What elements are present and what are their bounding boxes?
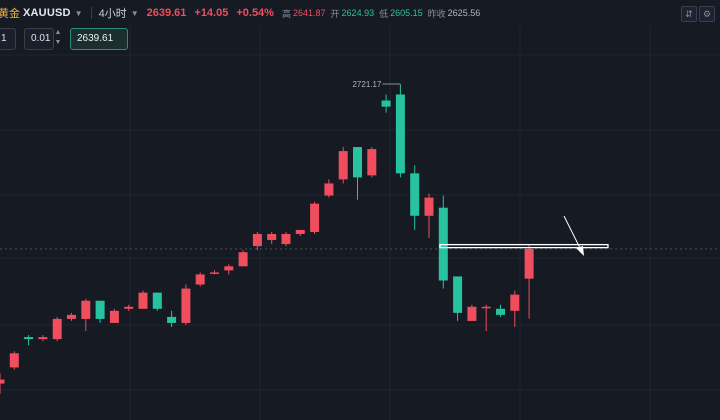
last-price: 2639.61 [146,7,187,19]
candle-down [496,308,505,315]
candle-up [424,197,434,216]
candle-up [67,314,76,319]
interval-selector[interactable]: 4小时 [98,8,127,20]
arrow-drawing[interactable] [563,215,584,256]
candle-up [224,266,234,271]
prev-close-value: 2625.56 [447,8,481,18]
candle-up [210,272,219,274]
candle-down [24,337,34,340]
candle-up [267,233,277,241]
candle-up [310,203,320,232]
prev-close-label: 昨收 [427,8,446,19]
candle-up [281,233,291,245]
arrow-shaft [563,215,583,253]
candle-up [524,248,534,279]
horizontal-line-drawing[interactable] [439,243,609,249]
stepper-arrows-icon[interactable]: ▲ ▼ [54,29,62,46]
candle-up [52,318,62,340]
order-toolbar: 1 0.01 ▲ ▼ 2639.61 [0,28,160,50]
compare-icon[interactable]: ⇵ [681,6,697,22]
candle-up [0,379,5,384]
candle-down [381,100,391,107]
low-label: 低 [379,8,389,19]
step-input[interactable]: 0.01 [24,28,54,50]
open-value: 2624.93 [341,8,375,18]
price-change: +14.05 [194,7,229,19]
price-change-percent: +0.54% [236,7,274,19]
candle-up [324,183,334,196]
candle-up [238,252,248,267]
candle-up [195,274,205,285]
candle-down [395,94,405,174]
candle-up [338,151,348,180]
settings-icon[interactable]: ⚙ [699,6,715,22]
candle-up [295,229,305,234]
symbol-selector[interactable]: XAUUSD [23,7,71,19]
candle-up [181,288,191,323]
candle-down [453,276,463,313]
price-input[interactable]: 2639.61 [70,28,128,50]
instrument-name: 黄金 [0,8,20,20]
divider [90,7,92,19]
high-label: 高 [281,8,291,19]
arrow-head [576,246,584,256]
chart-grid [0,26,720,420]
candle-up [9,353,19,368]
candle-up [109,310,119,323]
candle-up [252,233,262,247]
high-value: 2641.87 [292,8,326,18]
candle-down [152,292,162,309]
candle-up [510,294,520,311]
candle-down [95,300,105,319]
caret-down-icon[interactable]: ▼ [74,8,83,18]
caret-down-icon[interactable]: ▼ [130,8,139,18]
candle-up [81,300,91,319]
high-annotation-label: 2721.17 [352,80,381,89]
candle-up [124,306,134,309]
candle-down [353,147,362,178]
candle-up [138,292,148,309]
open-label: 开 [330,8,340,19]
candle-up [367,149,377,176]
chart-header: 黄金 XAUUSD ▼ 4小时 ▼ 2639.61 +14.05 +0.54% … [0,0,720,26]
candle-up [467,306,477,321]
candle-up [481,306,491,309]
quantity-field[interactable]: 1 [0,28,16,50]
candle-down [410,173,420,216]
candle-up [38,337,48,340]
candle-down [167,316,177,323]
low-value: 2605.15 [390,8,423,18]
